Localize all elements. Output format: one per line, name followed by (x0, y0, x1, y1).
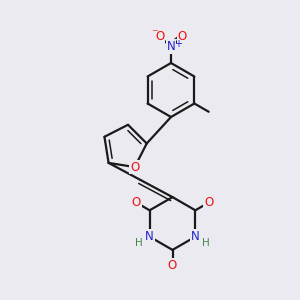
Text: O: O (168, 259, 177, 272)
Text: N: N (167, 40, 176, 53)
Text: +: + (174, 39, 182, 49)
Text: H: H (135, 238, 142, 248)
Text: O: O (204, 196, 214, 209)
Text: H: H (202, 238, 210, 248)
Text: O: O (130, 160, 139, 173)
Text: ⁻: ⁻ (151, 27, 158, 40)
Text: O: O (178, 30, 187, 44)
Text: N: N (191, 230, 200, 243)
Text: O: O (155, 30, 164, 44)
Text: O: O (131, 196, 141, 209)
Text: N: N (145, 230, 154, 243)
